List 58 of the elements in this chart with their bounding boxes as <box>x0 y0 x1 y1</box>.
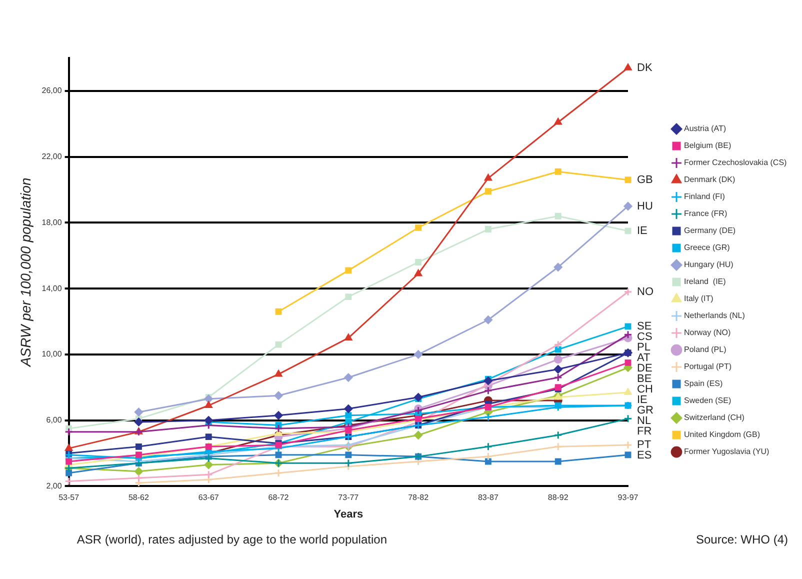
legend-label: Italy (IT) <box>684 294 714 304</box>
legend-label: Netherlands (NL) <box>684 311 746 320</box>
annotation: SE <box>637 320 652 332</box>
annotation: FR <box>637 425 652 438</box>
y-tick-label: 6,00 <box>46 416 62 425</box>
x-tick-label: 88-92 <box>548 493 569 502</box>
legend-label: Portugal (PT) <box>684 362 732 372</box>
legend-label: Former Yugoslavia (YU) <box>684 447 770 456</box>
annotation: IE <box>637 394 648 406</box>
annotation: IE <box>637 224 648 237</box>
legend-label: Poland (PL) <box>684 345 727 354</box>
annotation: PL <box>637 341 650 354</box>
annotation: GR <box>637 404 654 416</box>
legend-label: Sweden (SE) <box>684 396 732 406</box>
annotation: ES <box>637 450 652 462</box>
y-tick-label: 26,00 <box>42 86 62 96</box>
annotation: HU <box>637 200 653 212</box>
y-tick-label: 14,00 <box>42 284 62 293</box>
x-tick-label: 53-57 <box>58 493 80 502</box>
legend-label: France (FR) <box>684 209 728 218</box>
annotation: BE <box>637 372 652 385</box>
legend-label: Belgium (BE) <box>684 141 732 150</box>
legend-label: Greece (GR) <box>684 243 730 252</box>
x-axis-title: Years <box>334 508 364 520</box>
x-tick-label: 63-67 <box>198 493 220 502</box>
legend-label: Norway (NO) <box>684 328 732 338</box>
legend-label: Germany (DE) <box>684 226 736 236</box>
annotation: PT <box>637 439 652 452</box>
annotation: NO <box>637 286 654 298</box>
legend-label: Switzerland (CH) <box>684 413 745 422</box>
source-note: Source: WHO (4) <box>696 532 788 546</box>
x-tick-label: 58-62 <box>128 493 150 502</box>
annotation: CH <box>637 383 653 396</box>
x-tick-label: 68-72 <box>268 493 290 502</box>
y-tick-label: 2,00 <box>46 481 62 490</box>
legend-label: Former Czechoslovakia (CS) <box>684 158 788 168</box>
legend-label: Spain (ES) <box>684 379 724 388</box>
legend-label: Hungary (HU) <box>684 260 734 270</box>
x-tick-label: 83-87 <box>478 493 499 502</box>
annotation: DE <box>637 362 652 374</box>
y-axis-title: ASRW per 100,000 population <box>17 177 34 368</box>
annotation: GB <box>637 174 653 186</box>
legend-label: Austria (AT) <box>684 124 726 134</box>
y-tick-label: 22,00 <box>42 152 62 162</box>
x-tick-label: 73-77 <box>338 493 360 502</box>
y-tick-label: 10,00 <box>42 350 62 359</box>
legend-label: Finland (FI) <box>684 192 726 202</box>
legend-label: Ireland (IE) <box>684 277 726 286</box>
annotation: CS <box>637 330 652 343</box>
y-tick-label: 18,00 <box>42 218 62 227</box>
legend-label: United Kingdom (GB) <box>684 430 760 440</box>
x-tick-label: 78-82 <box>408 493 430 502</box>
legend-label: Denmark (DK) <box>684 175 736 184</box>
text: ASR (world), rates adjusted by age to the world population <box>76 532 387 546</box>
annotation: NL <box>637 414 652 427</box>
x-tick-label: 93-97 <box>618 493 639 502</box>
annotation: AT <box>637 352 651 364</box>
annotation: DK <box>637 62 653 74</box>
